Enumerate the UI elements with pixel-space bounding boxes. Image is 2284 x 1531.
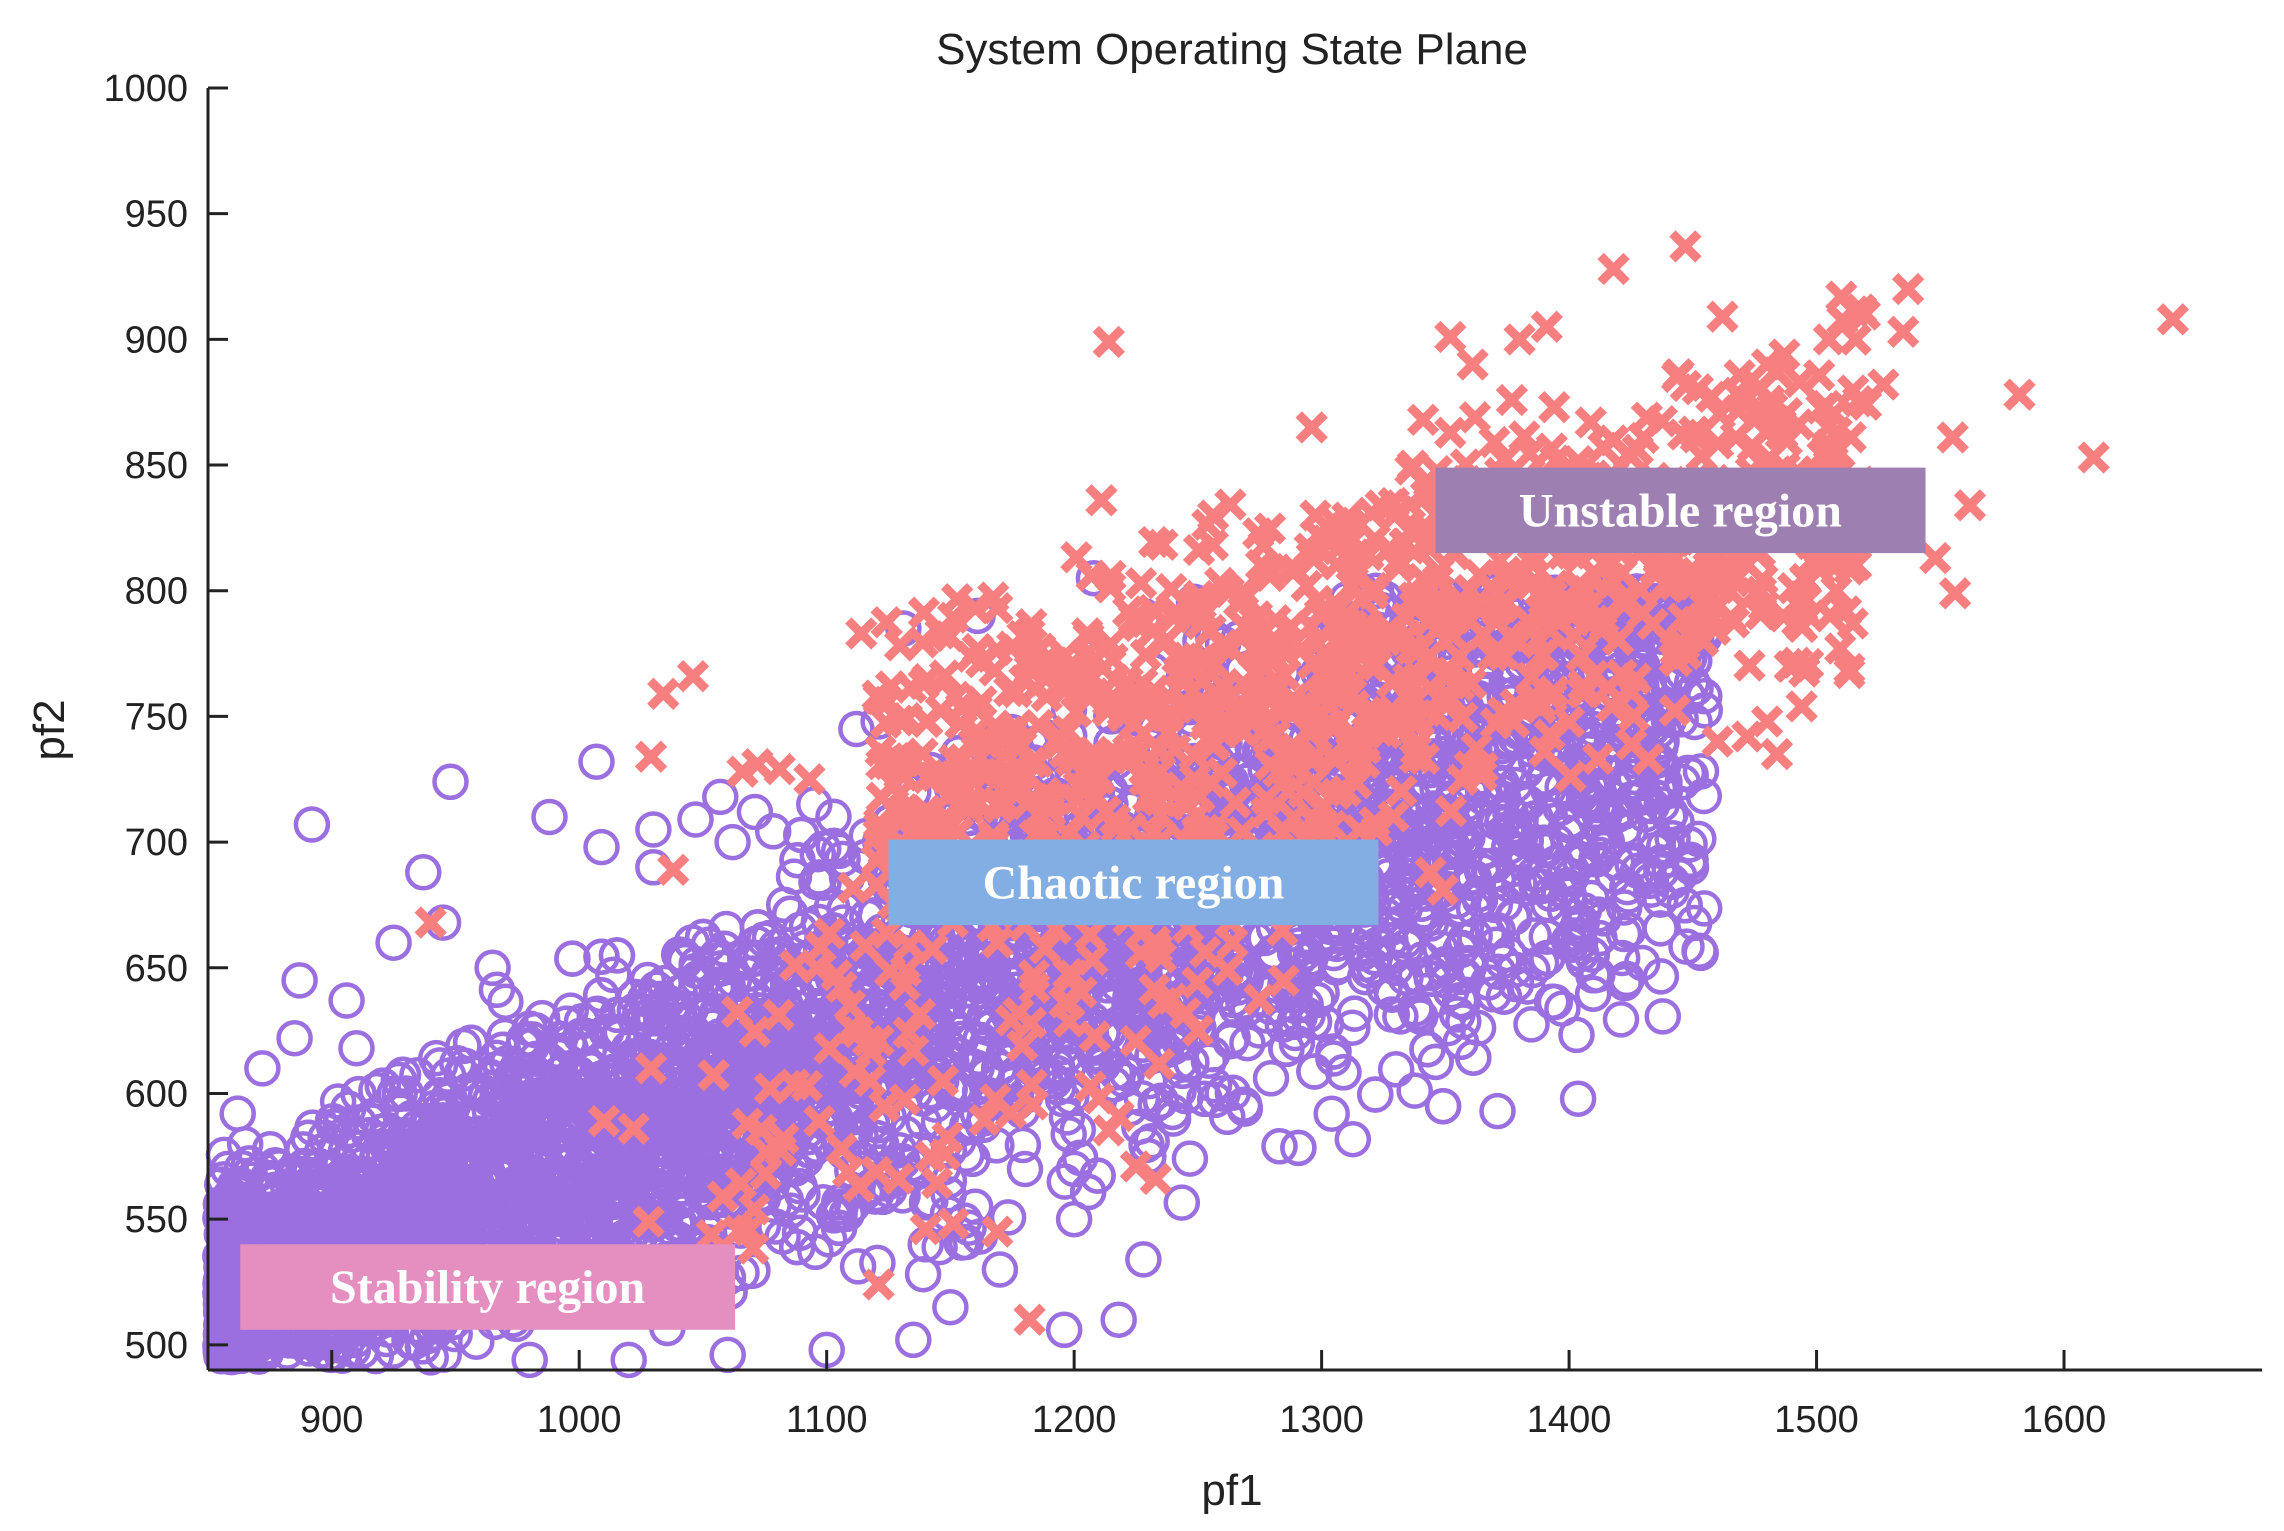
circle-point (293, 806, 331, 843)
circle-point (1004, 1126, 1042, 1164)
circle-point (1313, 1095, 1350, 1132)
circle-point (1642, 910, 1679, 947)
circle-point (478, 971, 516, 1009)
circle-point (432, 763, 469, 801)
circle-point (838, 710, 875, 748)
circle-point (1668, 928, 1705, 965)
circle-point (1252, 1060, 1290, 1097)
circle-point (1664, 763, 1701, 801)
circle-point (932, 1288, 969, 1326)
circle-point (1396, 1072, 1433, 1109)
circle-point (1280, 1129, 1317, 1167)
circle-point (583, 828, 620, 866)
circle-point (1123, 1080, 1161, 1117)
circle-point (1574, 975, 1612, 1012)
circle-point (1424, 1087, 1462, 1125)
circle-point (375, 924, 412, 961)
circle-point (754, 813, 792, 850)
circle-point (1163, 1184, 1201, 1221)
circle-point (722, 1212, 760, 1249)
circle-point (226, 1126, 264, 1163)
points-layer (202, 230, 2190, 1379)
circle-point (1334, 1120, 1372, 1158)
circle-point (714, 823, 751, 861)
circle-point (1626, 796, 1663, 833)
circle-point (815, 798, 852, 836)
circle-point (1675, 904, 1713, 942)
circle-point (839, 1248, 877, 1285)
circle-point (677, 801, 714, 838)
circle-point (895, 1321, 932, 1359)
circle-point (797, 1233, 834, 1271)
circle-point (474, 949, 511, 987)
circle-point (981, 1251, 1019, 1288)
circle-point (1100, 1301, 1137, 1338)
circle-point (1602, 1001, 1640, 1038)
circle-point (904, 1255, 942, 1293)
circle-point (930, 1175, 967, 1213)
circle-point (595, 956, 632, 994)
circle-point (1171, 1140, 1209, 1177)
circle-point (405, 854, 442, 891)
circle-point (1045, 1311, 1083, 1349)
circle-point (1603, 939, 1641, 977)
circle-point (511, 1341, 548, 1379)
circle-point (1544, 990, 1581, 1027)
circle-point (281, 962, 318, 999)
circle-point (822, 1188, 859, 1226)
circle-point (820, 832, 858, 870)
circle-point (1445, 1003, 1482, 1040)
circle-point (1479, 1092, 1516, 1130)
circle-point (635, 811, 672, 848)
circle-point (1373, 996, 1411, 1033)
circle-point (1559, 1080, 1597, 1117)
circle-point (1006, 1150, 1044, 1188)
circle-point (338, 1029, 375, 1067)
circle-point (276, 1019, 313, 1057)
circle-point (244, 1050, 281, 1087)
circle-point (702, 778, 739, 816)
circle-point (1315, 934, 1353, 972)
circle-point (1334, 1009, 1371, 1046)
circle-point (660, 936, 698, 973)
circle-point (219, 1095, 256, 1132)
circle-point (709, 1336, 746, 1374)
circle-point (989, 1199, 1027, 1236)
circle-point (578, 743, 615, 780)
circle-point (1212, 1022, 1249, 1060)
circle-point (610, 1341, 647, 1379)
chart-title: System Operating State Plane (936, 25, 1528, 74)
circle-point (736, 793, 774, 831)
circle-point (1513, 1006, 1550, 1043)
circle-point (328, 982, 365, 1019)
circle-point (1261, 1128, 1298, 1165)
circle-point (1644, 998, 1682, 1035)
circle-point (531, 798, 568, 836)
circle-point (1642, 958, 1680, 995)
circle-point (1377, 1051, 1415, 1088)
circle-point (1522, 944, 1560, 982)
circle-point (772, 1192, 809, 1229)
circle-point (1357, 1076, 1394, 1113)
circle-point (1125, 1241, 1162, 1278)
